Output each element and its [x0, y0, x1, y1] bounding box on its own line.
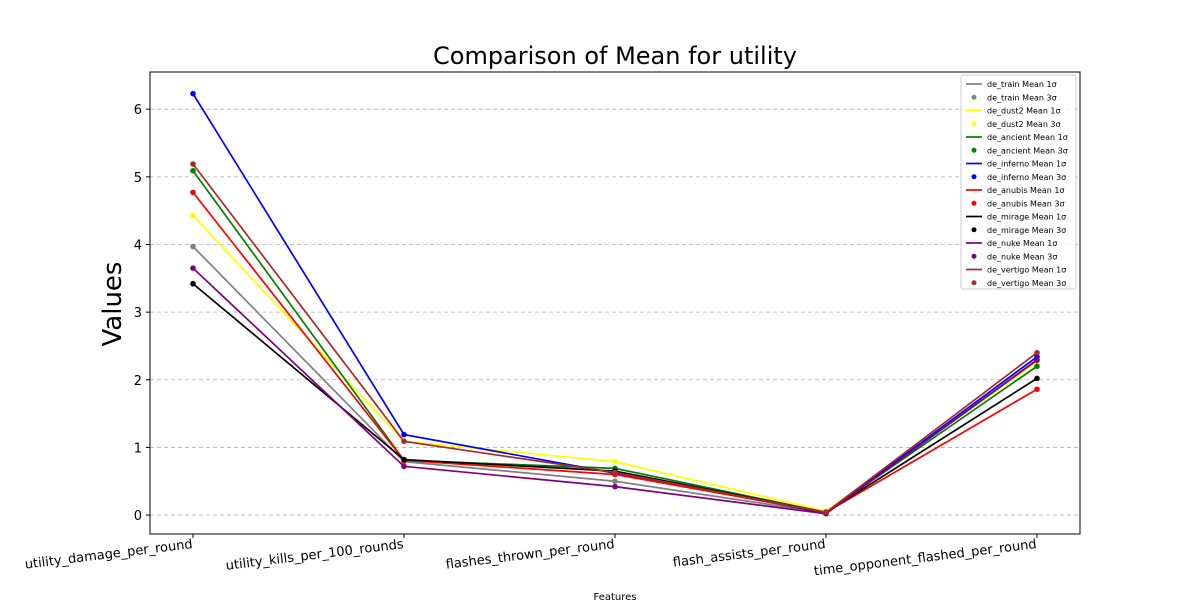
legend-entry-label: de_nuke Mean 1σ — [987, 239, 1057, 248]
series-de_vertigo — [190, 161, 1040, 516]
legend-entry-label: de_mirage Mean 3σ — [987, 226, 1066, 235]
legend-marker-swatch — [971, 280, 977, 286]
legend-marker-swatch — [971, 227, 977, 233]
legend-entry-label: de_ancient Mean 1σ — [987, 133, 1068, 142]
legend-box — [960, 74, 1077, 290]
data-point — [1034, 386, 1040, 393]
data-point — [401, 456, 407, 463]
data-point — [190, 243, 196, 250]
legend-entry-label: de_ancient Mean 3σ — [987, 146, 1068, 155]
data-point — [1034, 357, 1040, 363]
y-tick-label: 1 — [134, 441, 142, 456]
y-tick-label: 0 — [134, 509, 142, 524]
data-point — [612, 483, 618, 490]
x-tick-label: time_opponent_flashed_per_round — [813, 537, 1037, 579]
legend-entry-label: de_mirage Mean 1σ — [987, 213, 1066, 222]
plot-frame — [149, 71, 1081, 535]
data-point — [1034, 349, 1040, 356]
legend-entry-label: de_dust2 Mean 1σ — [987, 107, 1061, 116]
y-axis-label: Values — [98, 262, 128, 347]
legend-marker-swatch — [971, 253, 977, 259]
data-point — [190, 90, 196, 97]
data-point — [401, 463, 407, 470]
x-axis: utility_damage_per_round utility_kills_pe… — [24, 534, 1038, 579]
x-tick-label: utility_damage_per_round — [24, 537, 193, 572]
data-point — [823, 509, 829, 516]
legend-entry-label: de_inferno Mean 3σ — [987, 173, 1066, 182]
x-tick-label: utility_kills_per_100_rounds — [225, 537, 405, 574]
y-tick-label: 6 — [134, 103, 142, 118]
legend-entry-label: de_dust2 Mean 3σ — [987, 120, 1061, 129]
y-tick-label: 2 — [134, 374, 142, 389]
data-point — [1034, 375, 1040, 382]
legend-entry-label: de_anubis Mean 3σ — [987, 199, 1065, 208]
x-tick-label: flashes_thrown_per_round — [445, 537, 616, 573]
series-group — [190, 90, 1040, 517]
data-point — [190, 212, 196, 219]
series-line — [192, 283, 1038, 514]
grid-lines — [150, 108, 1080, 516]
chart-title: Comparison of Mean for utility — [433, 42, 797, 70]
y-tick-label: 3 — [134, 306, 142, 321]
legend-entry-label: de_vertigo Mean 1σ — [987, 266, 1066, 275]
y-tick-label: 4 — [134, 238, 142, 253]
data-point — [190, 167, 196, 174]
data-point — [401, 438, 407, 445]
legend-marker-swatch — [971, 174, 977, 180]
data-point — [190, 265, 196, 271]
data-point — [612, 469, 618, 476]
data-point — [401, 431, 407, 438]
legend-marker-swatch — [971, 94, 977, 100]
legend-marker-swatch — [971, 147, 977, 153]
data-point — [612, 478, 618, 485]
legend-entry-label: de_vertigo Mean 3σ — [987, 279, 1066, 288]
data-point — [190, 189, 196, 196]
x-axis-label: Features — [594, 592, 637, 600]
series-line — [192, 93, 1038, 514]
y-tick-label: 5 — [134, 171, 142, 186]
data-point — [612, 458, 618, 465]
data-point — [1034, 363, 1040, 370]
legend-entry-label: de_train Mean 1σ — [987, 80, 1057, 89]
legend-entry-label: de_train Mean 3σ — [987, 93, 1057, 102]
x-tick-label: flash_assists_per_round — [672, 537, 826, 571]
data-point — [190, 161, 196, 167]
legend-marker-swatch — [971, 200, 977, 206]
legend-marker-swatch — [971, 121, 977, 127]
legend-entry-label: de_nuke Mean 3σ — [987, 252, 1057, 261]
legend-entry-label: de_anubis Mean 1σ — [987, 186, 1065, 195]
legend-entry-label: de_inferno Mean 1σ — [987, 160, 1066, 169]
legend: de_train Mean 1σ de_train Mean 3σ de_dust2… — [960, 74, 1077, 290]
data-point — [190, 280, 196, 287]
y-axis: 0 1 2 3 4 5 6 — [134, 103, 150, 524]
